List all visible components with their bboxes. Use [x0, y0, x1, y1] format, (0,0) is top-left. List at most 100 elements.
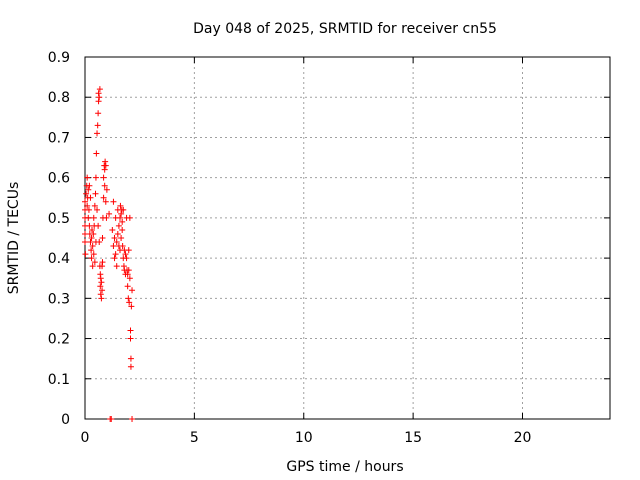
- data-point: [123, 255, 130, 262]
- data-point: [95, 222, 102, 229]
- data-point: [125, 295, 132, 302]
- data-point: [84, 202, 91, 209]
- data-point: [90, 251, 97, 258]
- data-point: [124, 283, 131, 290]
- data-point: [89, 226, 95, 233]
- y-tick-label: 0.6: [48, 171, 70, 187]
- data-point: [125, 267, 132, 274]
- data-point: [91, 202, 98, 209]
- data-point: [118, 235, 125, 241]
- data-point: [100, 174, 107, 181]
- data-point: [85, 214, 92, 221]
- data-point: [111, 235, 118, 241]
- data-point: [88, 235, 95, 241]
- data-point: [103, 186, 110, 193]
- y-tick-label: 0.4: [48, 251, 70, 267]
- x-tick-label: 20: [514, 430, 532, 446]
- data-point: [92, 190, 99, 197]
- x-tick-label: 0: [81, 430, 90, 446]
- chart-title: Day 048 of 2025, SRMTID for receiver cn5…: [193, 21, 497, 37]
- y-tick-label: 0: [61, 412, 70, 428]
- x-tick-labels: 0 5 10 15 20: [81, 430, 532, 446]
- data-point: [110, 243, 117, 250]
- data-point: [83, 190, 90, 197]
- data-point: [97, 291, 104, 298]
- data-point: [84, 174, 91, 181]
- data-point: [99, 235, 106, 241]
- data-point: [96, 239, 103, 246]
- data-point: [108, 416, 115, 422]
- data-point: [113, 263, 120, 270]
- data-point: [124, 271, 131, 278]
- data-point: [126, 275, 133, 282]
- data-point: [103, 214, 110, 221]
- data-point: [97, 275, 104, 282]
- data-point: [109, 226, 116, 233]
- plot-frame: [84, 56, 611, 420]
- data-point: [94, 130, 101, 137]
- data-point: [119, 218, 126, 225]
- data-points: [82, 86, 136, 422]
- y-tick-label: 0.7: [48, 130, 70, 146]
- x-tick-label: 15: [404, 430, 422, 446]
- data-point: [126, 214, 133, 221]
- data-point: [102, 198, 109, 205]
- y-tick-label: 0.5: [48, 211, 70, 227]
- data-point: [97, 283, 104, 290]
- data-point: [119, 226, 126, 233]
- data-point: [96, 94, 103, 101]
- data-point: [120, 206, 127, 213]
- data-point: [89, 243, 96, 250]
- data-point: [87, 194, 94, 201]
- data-point: [106, 210, 113, 217]
- data-point: [112, 251, 119, 258]
- data-point: [118, 210, 125, 217]
- data-point: [87, 239, 94, 246]
- data-point: [127, 363, 134, 370]
- y-tick-label: 0.9: [48, 50, 70, 66]
- data-point: [119, 243, 126, 250]
- data-point: [96, 86, 103, 93]
- data-point: [126, 299, 133, 306]
- y-tick-label: 0.2: [48, 332, 70, 348]
- data-point: [91, 259, 98, 266]
- data-point: [111, 255, 118, 262]
- data-point: [95, 110, 102, 117]
- data-point: [113, 239, 120, 246]
- data-point: [117, 214, 123, 221]
- data-point: [127, 335, 134, 342]
- data-point: [95, 90, 102, 97]
- data-point: [98, 279, 105, 286]
- data-point: [94, 122, 101, 129]
- data-point: [99, 259, 106, 266]
- data-point: [122, 251, 129, 258]
- data-point: [110, 198, 117, 205]
- data-point: [101, 182, 108, 189]
- y-tick-label: 0.8: [48, 90, 70, 106]
- data-point: [82, 251, 89, 258]
- data-point: [114, 230, 121, 237]
- data-point: [100, 194, 107, 201]
- x-tick-label: 5: [190, 430, 199, 446]
- data-point: [88, 255, 95, 262]
- data-point: [101, 166, 108, 173]
- data-point: [125, 247, 132, 254]
- data-point: [127, 355, 134, 362]
- data-point: [92, 174, 99, 181]
- data-point: [82, 198, 88, 205]
- data-point: [86, 182, 93, 189]
- data-point: [98, 295, 105, 302]
- data-point: [99, 287, 106, 294]
- y-axis-label: SRMTID / TECUs: [6, 182, 22, 295]
- data-point: [85, 206, 92, 213]
- data-point: [89, 263, 96, 270]
- data-point: [93, 150, 100, 157]
- data-point: [94, 206, 101, 213]
- data-point: [115, 222, 122, 229]
- data-point: [129, 416, 136, 422]
- data-point: [90, 230, 97, 237]
- data-point: [82, 239, 88, 246]
- data-point: [90, 214, 97, 221]
